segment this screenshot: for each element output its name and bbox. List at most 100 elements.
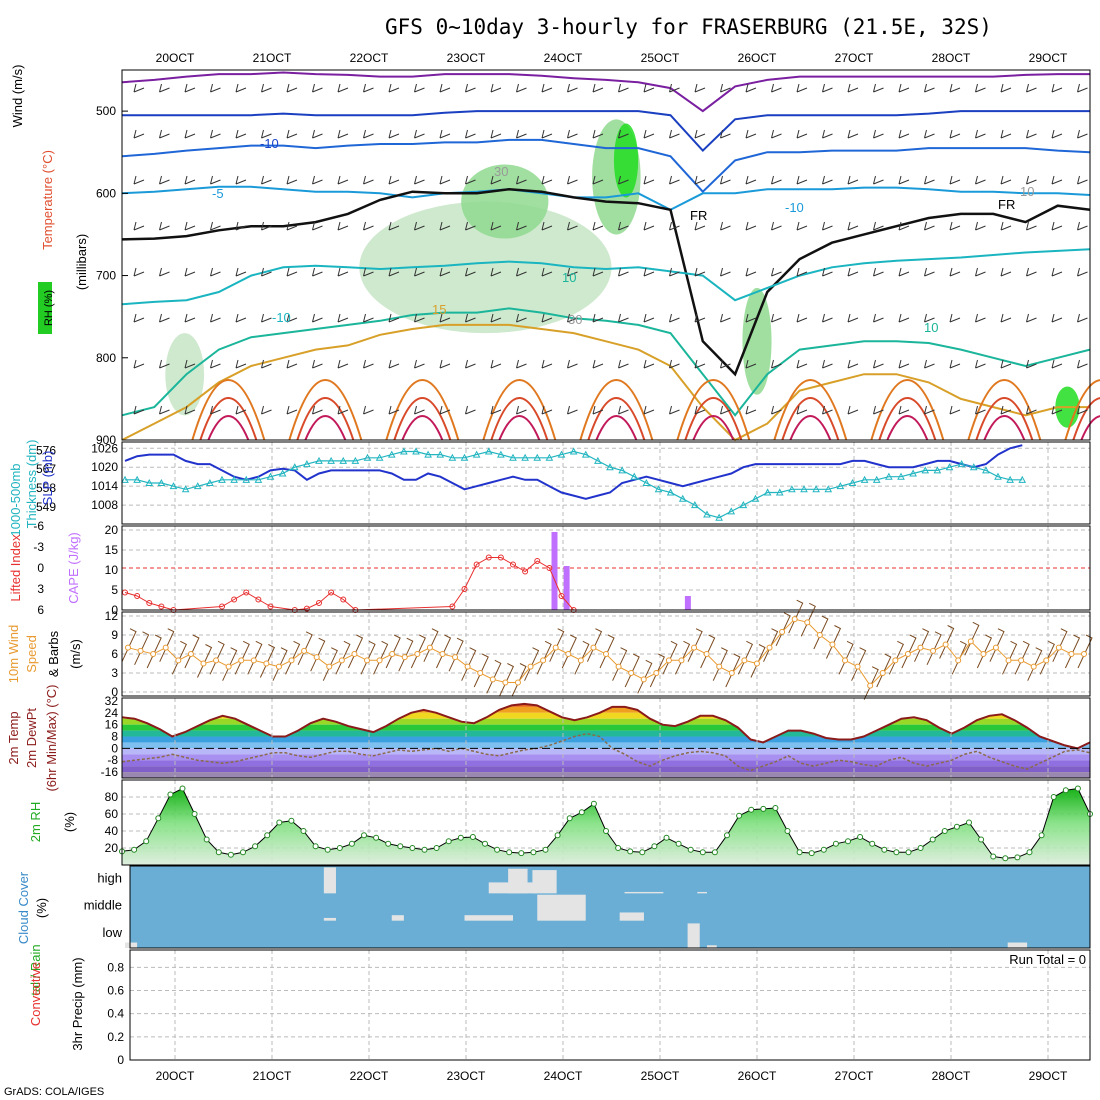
wind-barb-10m — [410, 634, 426, 669]
wind-barb — [516, 405, 527, 415]
wind-speed-marker — [250, 657, 257, 664]
wind-barb — [235, 175, 247, 185]
wind-speed-marker — [376, 657, 383, 664]
thickness-marker — [387, 450, 396, 458]
li-tick-label: 3 — [37, 582, 44, 596]
wind-barb — [465, 129, 476, 139]
y-tick-label: 900 — [96, 433, 116, 447]
wind-barb — [235, 129, 247, 139]
wind-barb — [465, 313, 476, 323]
li-marker — [328, 589, 335, 596]
wind-speed-marker — [615, 663, 622, 670]
date-label-bottom: 26OCT — [738, 1069, 777, 1083]
wind-barb-10m — [184, 634, 200, 669]
wind-barb-10m — [398, 637, 414, 672]
wind-barb-10m — [1077, 634, 1093, 669]
rh-marker — [1050, 794, 1057, 800]
rh-marker — [893, 849, 900, 856]
rh-marker — [215, 849, 222, 856]
temp-band — [122, 730, 1090, 737]
wind-barb — [796, 221, 808, 231]
precip-convective-label: Convective — [28, 962, 43, 1026]
cape-frame — [121, 525, 1091, 611]
wind-barb — [261, 313, 272, 323]
wind-barb — [618, 175, 629, 185]
wind-barb — [873, 405, 884, 415]
rh-marker — [336, 845, 343, 851]
wind-tick-label: 3 — [111, 666, 118, 680]
contour-label: -10 — [785, 200, 804, 215]
wind-barb-10m — [687, 628, 703, 662]
wind-barb-10m — [976, 634, 993, 669]
wind-barb — [210, 359, 221, 369]
thickness-marker — [327, 456, 335, 464]
wind-speed-marker — [842, 657, 848, 664]
thickness-marker — [412, 447, 420, 455]
thickness-marker — [375, 453, 384, 461]
wind-barb-10m — [524, 647, 540, 681]
wind-barb — [414, 359, 425, 369]
temp-range-label: (6hr Min/Max) (°C) — [44, 684, 59, 791]
wind-barb — [618, 221, 629, 231]
wind-speed-marker — [389, 651, 396, 657]
wind-barb — [898, 129, 910, 139]
rh-marker — [748, 806, 755, 813]
wind-barb — [286, 405, 298, 415]
contour-label: 30 — [494, 164, 508, 179]
wind-barb — [286, 129, 298, 139]
temp-tick-label: 8 — [111, 730, 118, 744]
li-tick-label: 6 — [37, 603, 44, 617]
wind-speed-marker — [200, 660, 207, 667]
wind-speed-marker — [728, 670, 735, 676]
date-label-top: 29OCT — [1029, 51, 1068, 65]
rh-marker — [276, 819, 283, 826]
wind-barb — [745, 359, 757, 369]
wind-barb — [261, 221, 272, 231]
wind-barb — [159, 359, 170, 369]
wind-barb — [618, 83, 629, 93]
li-marker — [219, 603, 225, 610]
rh-marker — [203, 836, 210, 843]
wind-barb — [286, 175, 298, 185]
wind-barb — [133, 313, 145, 323]
rh-marker — [881, 846, 888, 853]
wind-barb — [949, 129, 961, 139]
wind-barb — [898, 83, 910, 93]
wind-barb — [261, 359, 272, 369]
rh-marker — [227, 851, 234, 858]
rh2m-unit-label: (%) — [62, 812, 77, 832]
wind-speed-marker — [313, 654, 320, 661]
wind-speed-marker — [967, 638, 974, 645]
warm-contour — [676, 379, 751, 441]
wind-barb — [796, 129, 808, 139]
wind-speed-marker — [628, 670, 635, 676]
precip-tick-label: 0.6 — [107, 984, 124, 998]
thickness-tick-label: 549 — [36, 500, 56, 514]
wind-barb — [1000, 359, 1012, 369]
wind-barb — [414, 129, 425, 139]
dewpt-axis-label: 2m DewPt — [24, 708, 39, 768]
wind-barb — [184, 405, 196, 415]
wind-barb — [133, 405, 145, 415]
wind-speed-marker — [477, 670, 484, 676]
wind-barb — [312, 129, 323, 139]
wind-barb — [363, 267, 374, 277]
thickness-marker — [169, 482, 178, 490]
isotherm-line — [121, 185, 1091, 211]
wind-barb — [745, 83, 757, 93]
date-label-top: 24OCT — [544, 51, 583, 65]
wind-speed-marker — [125, 644, 131, 651]
thickness-marker — [594, 456, 602, 464]
wind-barb — [975, 83, 986, 93]
li-axis-label: Lifted Index — [8, 534, 23, 602]
wind-speed-marker — [263, 660, 270, 667]
wind-barb-10m — [712, 647, 728, 681]
wind-speed-marker — [678, 657, 685, 664]
rh-marker — [482, 840, 488, 847]
wind-barb — [618, 405, 629, 415]
wind-barb — [235, 83, 247, 93]
contour-label: -5 — [212, 186, 224, 201]
thickness-marker — [545, 453, 554, 461]
wind-barb — [643, 267, 655, 277]
temp-band — [122, 760, 1090, 767]
